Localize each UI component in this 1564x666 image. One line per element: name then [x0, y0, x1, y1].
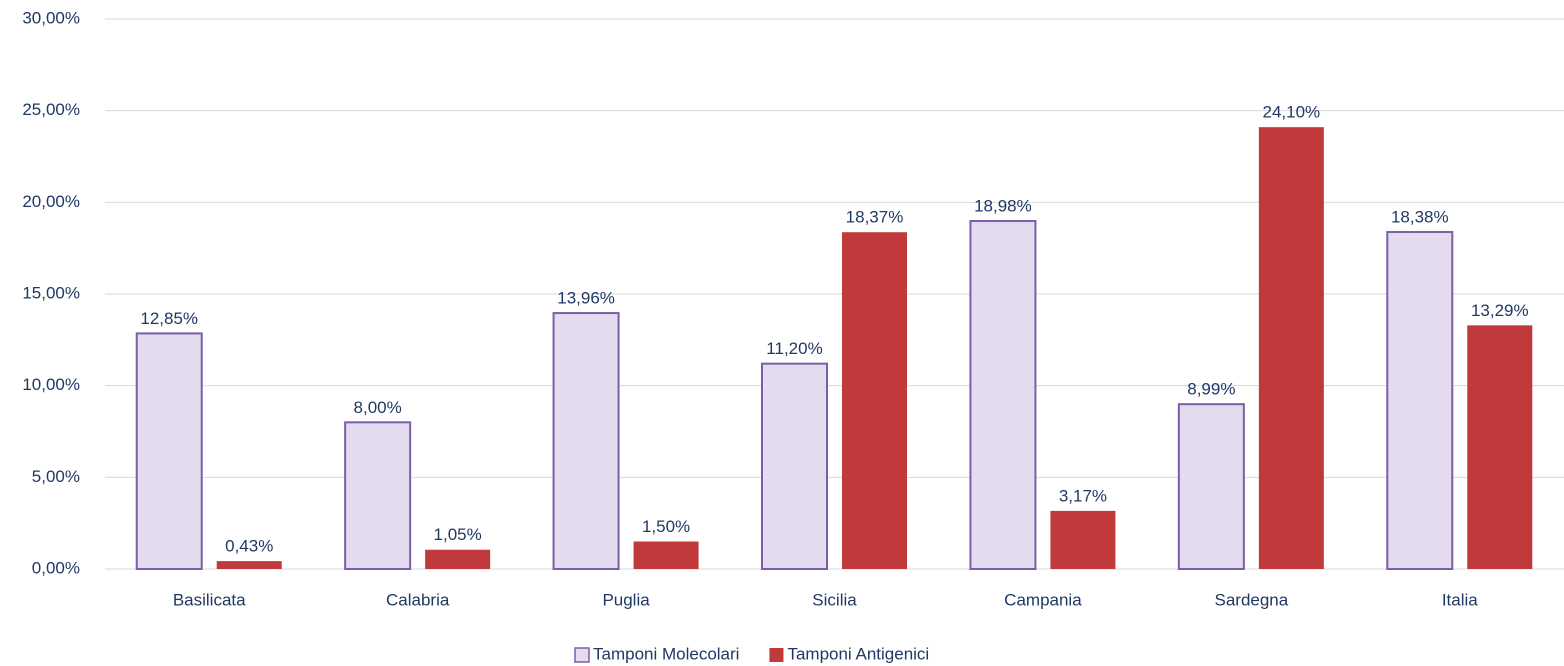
data-label: 8,00% — [354, 398, 402, 417]
y-tick-label: 10,00% — [22, 375, 80, 394]
data-label: 1,50% — [642, 517, 690, 536]
data-label: 13,29% — [1471, 301, 1529, 320]
data-label: 18,38% — [1391, 208, 1449, 227]
legend-swatch — [574, 647, 590, 663]
y-tick-label: 0,00% — [32, 558, 80, 577]
x-tick-label: Italia — [1442, 590, 1478, 609]
legend-label: Tamponi Antigenici — [787, 644, 929, 663]
data-label: 12,85% — [140, 309, 198, 328]
x-tick-label: Calabria — [386, 590, 450, 609]
bar — [761, 362, 828, 570]
data-label: 3,17% — [1059, 486, 1107, 505]
y-tick-label: 20,00% — [22, 192, 80, 211]
y-tick-label: 25,00% — [22, 100, 80, 119]
bar — [135, 332, 203, 570]
bar — [344, 421, 412, 571]
bar — [1386, 231, 1454, 571]
x-tick-label: Sardegna — [1214, 590, 1288, 609]
bar — [425, 549, 491, 569]
data-label: 18,98% — [974, 197, 1032, 216]
x-tick-label: Puglia — [602, 590, 650, 609]
data-label: 24,10% — [1263, 103, 1321, 122]
legend-label: Tamponi Molecolari — [593, 644, 739, 663]
data-label: 1,05% — [434, 525, 482, 544]
bar — [552, 312, 620, 571]
bar — [216, 561, 282, 569]
bar — [1177, 403, 1245, 570]
bar — [969, 220, 1037, 571]
bar — [1050, 510, 1116, 569]
bar — [1258, 127, 1324, 570]
data-label: 11,20% — [766, 339, 822, 358]
legend-swatch — [769, 648, 784, 662]
data-label: 0,43% — [225, 537, 273, 556]
x-tick-label: Basilicata — [173, 590, 246, 609]
bar — [633, 541, 699, 569]
data-label: 8,99% — [1187, 380, 1235, 399]
bar — [842, 232, 907, 569]
x-tick-label: Campania — [1004, 590, 1082, 609]
y-tick-label: 5,00% — [32, 467, 80, 486]
y-tick-label: 15,00% — [22, 283, 80, 302]
bar — [1467, 325, 1533, 569]
data-label: 18,37% — [846, 208, 904, 227]
data-label: 13,96% — [557, 289, 615, 308]
x-tick-label: Sicilia — [812, 590, 857, 609]
y-tick-label: 30,00% — [22, 8, 80, 27]
